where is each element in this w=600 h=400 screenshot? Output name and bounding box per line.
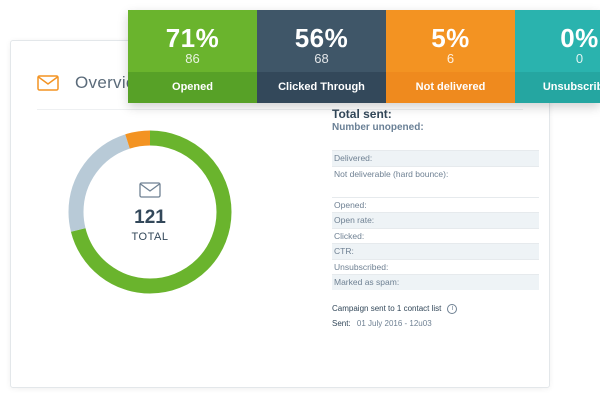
tile-values: 5% 6 [386, 10, 515, 72]
sent-label: Sent: [332, 318, 351, 328]
tile-count: 68 [314, 51, 329, 66]
tile-percentage: 71% [165, 23, 220, 53]
donut-segment-unopened [68, 130, 232, 294]
stats-table: Delivered: Not deliverable (hard bounce):… [332, 150, 539, 290]
stats-panel: Total sent: Number unopened: Delivered: N… [332, 107, 539, 328]
tile-count: 86 [185, 51, 200, 66]
donut-center: 121 TOTAL [66, 128, 234, 296]
total-label: TOTAL [131, 230, 169, 243]
info-icon[interactable]: i [447, 303, 458, 314]
delivery-donut-chart [68, 130, 232, 294]
sent-date: Sent: 01 July 2016 - 12u03 [332, 319, 539, 328]
tile-count: 0 [575, 51, 584, 66]
campaign-text: Campaign sent to 1 contact list [332, 304, 442, 313]
stats-row: Unsubscribed: [332, 258, 539, 275]
tile-label: Unsubscribed [515, 72, 600, 103]
sent-value: 01 July 2016 - 12u03 [356, 318, 432, 328]
tile-label: Opened [128, 72, 257, 103]
tile-values: 71% 86 [128, 10, 257, 72]
unopened-label: Number unopened: [332, 122, 424, 133]
tile-values: 0% 0 [515, 10, 600, 72]
stats-row: CTR: [332, 243, 539, 259]
stat-tiles: 71% 86 Opened 56% 68 Clicked Through 5% 6 Not de… [128, 10, 600, 103]
envelope-icon [139, 181, 161, 198]
tile-percentage: 0% [560, 23, 599, 53]
total-count: 121 [134, 206, 166, 228]
stats-row: Open rate: [332, 212, 539, 228]
tile-count: 6 [446, 51, 455, 66]
tile-values: 56% 68 [257, 10, 386, 72]
tile-percentage: 56% [294, 23, 349, 53]
envelope-icon [37, 75, 59, 91]
stats-row: Delivered: [332, 150, 539, 166]
stats-row: Opened: [332, 196, 539, 213]
stat-tile[interactable]: 0%0Unsubscribed [515, 10, 600, 103]
tile-label: Clicked Through [257, 72, 386, 103]
stats-row: Marked as spam: [332, 274, 539, 290]
campaign-info: Campaign sent to 1 contact list i [332, 303, 539, 314]
stat-tile[interactable]: 71% 86 Opened [128, 10, 257, 103]
stat-tile[interactable]: 5% 6 Not delivered [386, 10, 515, 103]
header-divider [37, 109, 523, 110]
total-sent-label: Total sent: [332, 107, 392, 121]
tile-label: Not delivered [386, 72, 515, 103]
stats-row: Clicked: [332, 227, 539, 244]
tile-percentage: 5% [431, 23, 470, 53]
stat-tile[interactable]: 56% 68 Clicked Through [257, 10, 386, 103]
donut-segment-not-delivered [68, 130, 232, 294]
stats-row: Not deliverable (hard bounce): [332, 165, 539, 197]
